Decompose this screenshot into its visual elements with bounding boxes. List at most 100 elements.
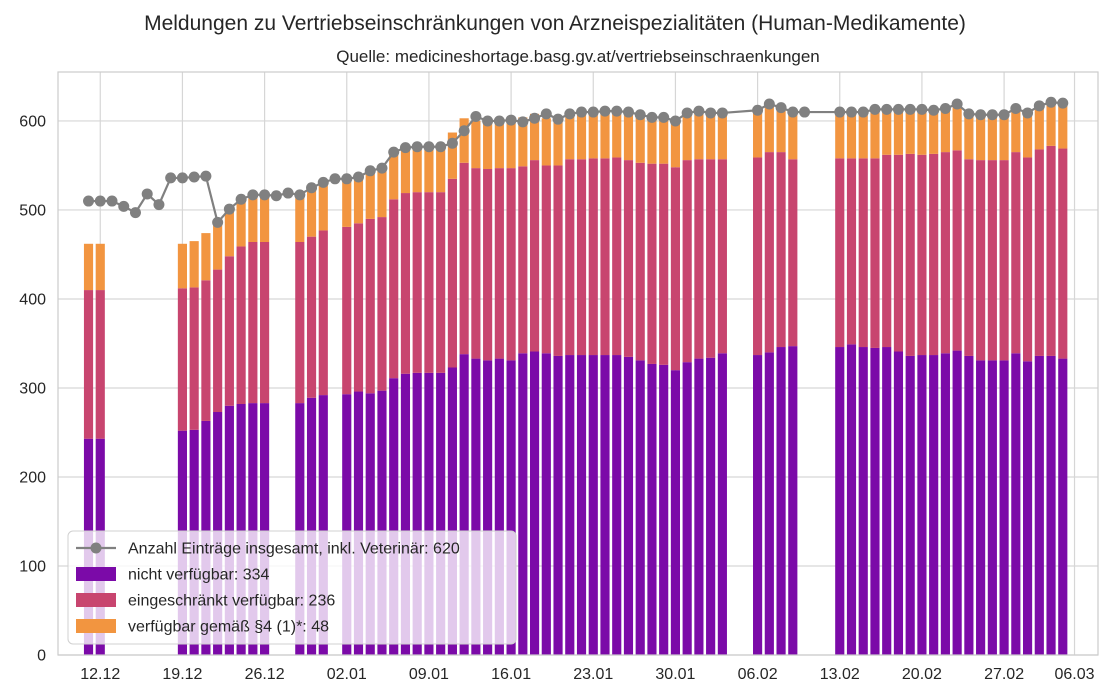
y-tick-label: 100 (19, 558, 46, 575)
bar-segment-eingeschraenkt-verfuegbar (306, 236, 317, 398)
bar-segment-eingeschraenkt-verfuegbar (647, 163, 657, 364)
bar-segment-nicht-verfuegbar (976, 360, 986, 655)
bar-segment-verfuegbar-gemaess (506, 120, 516, 169)
bar-segment-verfuegbar-gemaess (682, 115, 692, 161)
bar-segment-eingeschraenkt-verfuegbar (201, 280, 211, 421)
line-point (693, 105, 705, 117)
x-tick-label: 26.12 (245, 666, 285, 683)
legend-item: eingeschränkt verfügbar: 236 (76, 593, 335, 610)
bar-segment-nicht-verfuegbar (835, 347, 845, 655)
bar-segment-eingeschraenkt-verfuegbar (917, 154, 927, 356)
legend-label: nicht verfügbar: 334 (128, 567, 270, 584)
bar-segment-eingeschraenkt-verfuegbar (706, 159, 716, 358)
bar-segment-eingeschraenkt-verfuegbar (353, 223, 364, 392)
bar-segment-verfuegbar-gemaess (318, 184, 328, 231)
x-tick-label: 06.02 (738, 666, 778, 683)
line-point (141, 188, 153, 200)
bar-segment-nicht-verfuegbar (1011, 353, 1021, 655)
bar-segment-eingeschraenkt-verfuegbar (483, 169, 493, 361)
line-point (188, 171, 200, 183)
bar-segment-verfuegbar-gemaess (83, 243, 94, 291)
legend-marker-swatch (90, 542, 102, 554)
bar-segment-nicht-verfuegbar (377, 390, 387, 655)
line-point (376, 162, 388, 174)
y-tick-label: 500 (19, 202, 46, 219)
bar-segment-nicht-verfuegbar (248, 403, 258, 655)
bar-segment-nicht-verfuegbar (999, 360, 1009, 655)
legend-item: Anzahl Einträge insgesamt, inkl. Veterin… (76, 541, 460, 558)
line-point (705, 107, 717, 119)
bar-segment-eingeschraenkt-verfuegbar (670, 167, 681, 371)
bar-segment-eingeschraenkt-verfuegbar (717, 159, 727, 354)
line-point (681, 107, 693, 119)
line-point (552, 113, 564, 125)
bar-segment-verfuegbar-gemaess (659, 117, 669, 164)
bar-segment-verfuegbar-gemaess (776, 106, 786, 153)
bar-segment-eingeschraenkt-verfuegbar (295, 242, 305, 404)
line-point (799, 106, 811, 118)
bar-segment-nicht-verfuegbar (400, 373, 411, 655)
bar-segment-verfuegbar-gemaess (529, 113, 540, 161)
x-tick-label: 09.01 (409, 666, 449, 683)
bar-segment-nicht-verfuegbar (964, 355, 974, 655)
bar-segment-eingeschraenkt-verfuegbar (494, 168, 504, 359)
line-point (939, 102, 951, 114)
bar-segment-nicht-verfuegbar (306, 397, 317, 655)
bar-segment-nicht-verfuegbar (436, 372, 446, 655)
y-tick-label: 0 (37, 648, 46, 665)
legend: Anzahl Einträge insgesamt, inkl. Veterin… (67, 530, 517, 645)
line-point (881, 103, 893, 115)
bar-segment-verfuegbar-gemaess (553, 117, 563, 166)
x-tick-label: 02.01 (327, 666, 367, 683)
bar-segment-verfuegbar-gemaess (447, 132, 457, 179)
bar-segment-eingeschraenkt-verfuegbar (400, 193, 411, 374)
line-point (576, 106, 588, 118)
bar-segment-eingeschraenkt-verfuegbar (565, 159, 575, 356)
bar-segment-eingeschraenkt-verfuegbar (389, 199, 399, 379)
line-point (83, 195, 95, 207)
line-point (94, 195, 106, 207)
line-point (200, 170, 212, 182)
line-point (529, 112, 541, 124)
line-point (622, 106, 634, 118)
bar-segment-verfuegbar-gemaess (929, 107, 939, 154)
bar-segment-verfuegbar-gemaess (306, 190, 317, 237)
bar-segment-verfuegbar-gemaess (835, 112, 845, 159)
line-point (399, 142, 411, 154)
bar-segment-eingeschraenkt-verfuegbar (846, 158, 857, 345)
bar-segment-eingeschraenkt-verfuegbar (1034, 149, 1044, 356)
bar-segment-eingeschraenkt-verfuegbar (635, 162, 645, 361)
bar-segment-eingeschraenkt-verfuegbar (1022, 157, 1033, 362)
line-point (587, 106, 599, 118)
line-point (435, 141, 447, 153)
bar-segment-verfuegbar-gemaess (694, 112, 704, 160)
line-point (411, 141, 423, 153)
x-tick-label: 23.01 (573, 666, 613, 683)
bar-segment-eingeschraenkt-verfuegbar (518, 166, 528, 354)
bar-segment-eingeschraenkt-verfuegbar (929, 153, 939, 356)
line-point (446, 137, 458, 149)
bar-segment-verfuegbar-gemaess (365, 172, 375, 219)
line-point (646, 111, 658, 123)
bar-segment-eingeschraenkt-verfuegbar (612, 157, 622, 356)
bar-segment-verfuegbar-gemaess (952, 104, 962, 151)
line-point (975, 109, 987, 121)
bar-segment-eingeschraenkt-verfuegbar (987, 160, 997, 361)
bar-segment-eingeschraenkt-verfuegbar (893, 154, 904, 352)
bar-segment-verfuegbar-gemaess (400, 146, 411, 194)
bar-segment-nicht-verfuegbar (858, 347, 868, 655)
legend-box (67, 530, 517, 645)
bar-segment-nicht-verfuegbar (518, 353, 528, 655)
bar-segment-verfuegbar-gemaess (1034, 104, 1044, 150)
x-tick-label: 13.02 (820, 666, 860, 683)
line-point (669, 115, 681, 127)
bar-segment-verfuegbar-gemaess (987, 114, 997, 161)
bar-segment-verfuegbar-gemaess (201, 233, 211, 281)
bar-segment-verfuegbar-gemaess (236, 200, 246, 247)
bar-segment-eingeschraenkt-verfuegbar (870, 158, 880, 348)
bar-segment-verfuegbar-gemaess (295, 195, 305, 243)
bar-segment-nicht-verfuegbar (529, 351, 540, 655)
x-tick-label: 19.12 (162, 666, 202, 683)
line-point (787, 106, 799, 118)
